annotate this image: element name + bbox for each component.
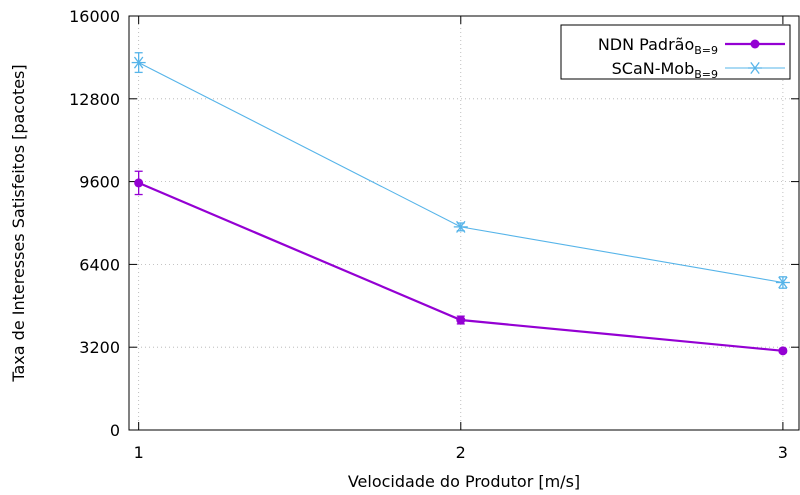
legend-subscript: B=9: [694, 68, 718, 81]
data-point: [134, 178, 144, 188]
series-2: [131, 52, 790, 289]
x-tick-label: 1: [134, 443, 144, 462]
data-point: [775, 276, 790, 289]
legend-marker-1: [750, 39, 760, 49]
x-tick-label: 2: [456, 443, 466, 462]
legend-name: SCaN-Mob: [612, 59, 695, 78]
data-point: [131, 56, 146, 69]
y-tick-label: 12800: [69, 90, 120, 109]
y-tick-label: 16000: [69, 7, 120, 26]
legend-box: [560, 24, 791, 80]
y-tick-label: 0: [110, 421, 120, 440]
asterisk-stroke: [778, 276, 788, 289]
data-point: [456, 315, 466, 325]
legend-label-1: NDN PadrãoB=9: [598, 35, 718, 57]
data-point: [453, 220, 468, 233]
ticks: 0 3200 6400 9600 12800 16000 1 2 3: [69, 7, 799, 462]
legend-name: NDN Padrão: [598, 35, 694, 54]
grid: [129, 16, 799, 430]
x-tick-label: 3: [778, 443, 788, 462]
asterisk-stroke: [133, 56, 144, 69]
legend-marker-2: [748, 62, 762, 74]
asterisk-stroke: [750, 62, 760, 74]
y-tick-label: 3200: [79, 338, 120, 357]
y-axis-title: Taxa de Interesses Satisfeitos [pacotes]: [9, 64, 28, 382]
series-1: [134, 170, 788, 356]
legend-subscript: B=9: [694, 44, 718, 57]
data-point: [778, 346, 788, 356]
plot-frame: [128, 15, 800, 431]
y-tick-label: 6400: [79, 255, 120, 274]
asterisk-stroke: [456, 220, 466, 233]
y-tick-label: 9600: [79, 173, 120, 192]
x-axis-title: Velocidade do Produtor [m/s]: [348, 472, 580, 491]
series-layer: [131, 52, 790, 356]
legend-label-2: SCaN-MobB=9: [612, 59, 718, 81]
